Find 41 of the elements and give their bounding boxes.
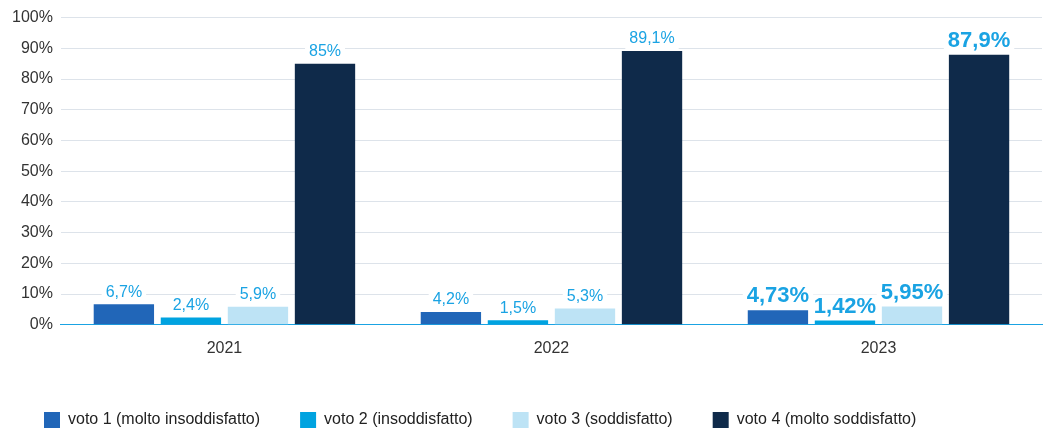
data-label: 1,5%	[499, 298, 537, 316]
data-label: 85%	[308, 42, 342, 60]
bar	[93, 304, 155, 325]
data-label: 2,4%	[172, 295, 210, 313]
bar	[948, 54, 1010, 325]
legend-label: voto 2 (insoddisfatto)	[324, 410, 473, 428]
bar	[294, 63, 356, 325]
bar	[420, 311, 482, 325]
y-tick-label: 70%	[20, 100, 53, 118]
data-label: 89,1%	[629, 29, 675, 47]
y-tick-label: 0%	[29, 315, 53, 333]
x-tick-label: 2022	[533, 338, 570, 356]
data-label: 1,42%	[813, 292, 877, 318]
bar	[487, 320, 549, 325]
data-label: 5,9%	[239, 285, 277, 303]
bar	[621, 51, 683, 325]
y-tick-label: 40%	[20, 192, 53, 210]
bar	[554, 308, 616, 325]
data-label: 6,7%	[105, 282, 143, 300]
y-tick-label: 90%	[20, 38, 53, 56]
bar	[881, 306, 943, 325]
y-tick-label: 100%	[12, 8, 53, 26]
y-tick-label: 10%	[20, 284, 53, 302]
bar	[227, 306, 289, 325]
y-tick-label: 50%	[20, 161, 53, 179]
data-label: 4,2%	[432, 290, 470, 308]
legend-label: voto 4 (molto soddisfatto)	[736, 410, 917, 428]
data-label: 87,9%	[947, 26, 1011, 52]
data-label: 5,95%	[880, 278, 944, 304]
y-tick-label: 80%	[20, 69, 53, 87]
legend-label: voto 3 (soddisfatto)	[536, 410, 673, 428]
legend-label: voto 1 (molto insoddisfatto)	[68, 410, 261, 428]
x-tick-label: 2023	[860, 338, 897, 356]
bar	[747, 310, 809, 325]
bar	[814, 320, 876, 325]
data-label: 4,73%	[746, 282, 810, 308]
x-tick-label: 2021	[206, 338, 243, 356]
y-tick-label: 30%	[20, 223, 53, 241]
y-tick-label: 20%	[20, 253, 53, 271]
data-label: 5,3%	[566, 286, 604, 304]
y-tick-label: 60%	[20, 130, 53, 148]
